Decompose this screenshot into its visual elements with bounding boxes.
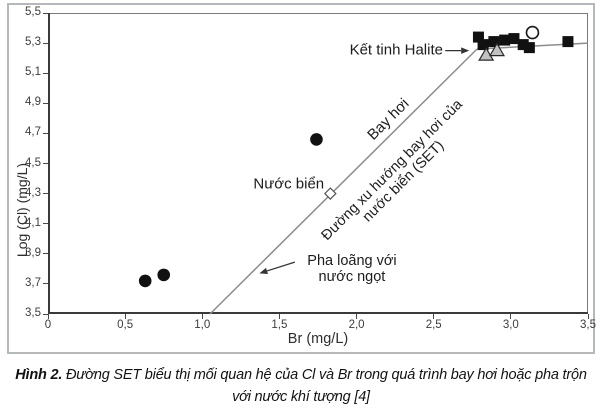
marker-filled-square — [477, 39, 489, 51]
figure-caption-text-line1: Đường SET biểu thị mối quan hệ của Cl và… — [62, 367, 587, 383]
y-tick-mark — [43, 283, 48, 285]
x-tick-label: 0,5 — [117, 319, 134, 331]
marker-filled-square — [523, 42, 535, 54]
y-tick-mark — [43, 163, 48, 164]
marker-filled-square — [488, 36, 500, 48]
y-tick-label: 4,1 — [25, 216, 41, 229]
annotation-arrow-line-pha-loang — [266, 261, 296, 272]
x-tick-label: 1,5 — [271, 319, 288, 331]
y-axis-title: Log (Cl) (mg/L) — [14, 162, 30, 258]
y-tick-label: 5,5 — [25, 6, 41, 18]
x-axis-title: Br (mg/L) — [287, 331, 349, 347]
y-tick-mark — [43, 193, 48, 195]
x-tick-label: 3,5 — [580, 319, 596, 331]
annotation-ket-tinh-halite: Kết tinh Halite — [349, 41, 443, 59]
annotation-arrowhead-pha-loang — [259, 267, 268, 274]
y-tick-label: 3,5 — [25, 307, 41, 319]
x-tick-label: 3,0 — [502, 319, 519, 331]
marker-filled-square — [508, 33, 520, 45]
y-tick-label: 5,3 — [25, 36, 41, 49]
y-tick-mark — [43, 42, 48, 44]
x-tick-mark — [47, 314, 49, 319]
set-evaporation-line — [209, 48, 478, 315]
marker-filled-circle — [138, 274, 152, 288]
x-tick-mark — [124, 314, 126, 319]
figure-border-frame — [7, 3, 595, 354]
marker-gray-triangle — [488, 42, 506, 57]
y-tick-mark — [43, 72, 48, 74]
y-tick-label: 3,9 — [25, 246, 41, 259]
x-tick-label: 0 — [44, 319, 52, 331]
y-tick-label: 4,3 — [25, 186, 41, 199]
y-tick-label: 4,9 — [25, 96, 41, 109]
y-tick-label: 4,5 — [25, 156, 41, 169]
x-tick-mark — [356, 314, 358, 319]
scatter-chart: Br (mg/L) Log (Cl) (mg/L) 0 0,5 1,0 1,5 2,0 2… — [14, 6, 596, 347]
y-tick-mark — [43, 223, 48, 225]
y-tick-mark — [43, 253, 48, 255]
y-tick-mark — [43, 313, 48, 315]
y-tick-label: 5,1 — [25, 66, 41, 79]
figure-caption-text-line2: với nước khí tượng [4] — [232, 389, 370, 406]
marker-filled-square — [472, 31, 484, 43]
x-tick-mark — [201, 314, 203, 319]
x-tick-mark — [587, 314, 589, 319]
marker-filled-circle — [310, 133, 323, 146]
annotation-pha-loang: Pha loãng với nước ngọt — [307, 252, 397, 285]
x-tick-mark — [433, 314, 435, 319]
marker-filled-square — [499, 34, 511, 46]
marker-filled-circle — [157, 268, 171, 282]
x-tick-mark — [510, 314, 512, 319]
y-tick-mark — [43, 102, 48, 104]
x-tick-label: 1,0 — [194, 319, 211, 331]
y-tick-mark — [43, 132, 48, 134]
marker-open-diamond — [323, 187, 337, 200]
y-tick-label: 4,7 — [25, 126, 41, 139]
plot-area — [48, 13, 589, 315]
marker-filled-square — [562, 36, 574, 48]
y-tick-label: 3,7 — [25, 276, 41, 289]
marker-gray-triangle — [478, 46, 495, 61]
y-tick-mark — [43, 12, 48, 14]
annotation-nuoc-bien: Nước biển — [253, 175, 325, 193]
x-tick-label: 2,5 — [425, 319, 442, 331]
figure-caption-number: Hình 2. — [15, 367, 63, 383]
marker-open-circle — [525, 25, 540, 40]
x-tick-label: 2,0 — [348, 319, 365, 331]
annotation-arrowhead-ket-tinh-halite — [461, 47, 470, 54]
x-tick-mark — [278, 314, 280, 319]
figure-caption: Hình 2. Đường SET biểu thị mối quan hệ c… — [11, 364, 591, 409]
marker-filled-square — [517, 39, 529, 51]
